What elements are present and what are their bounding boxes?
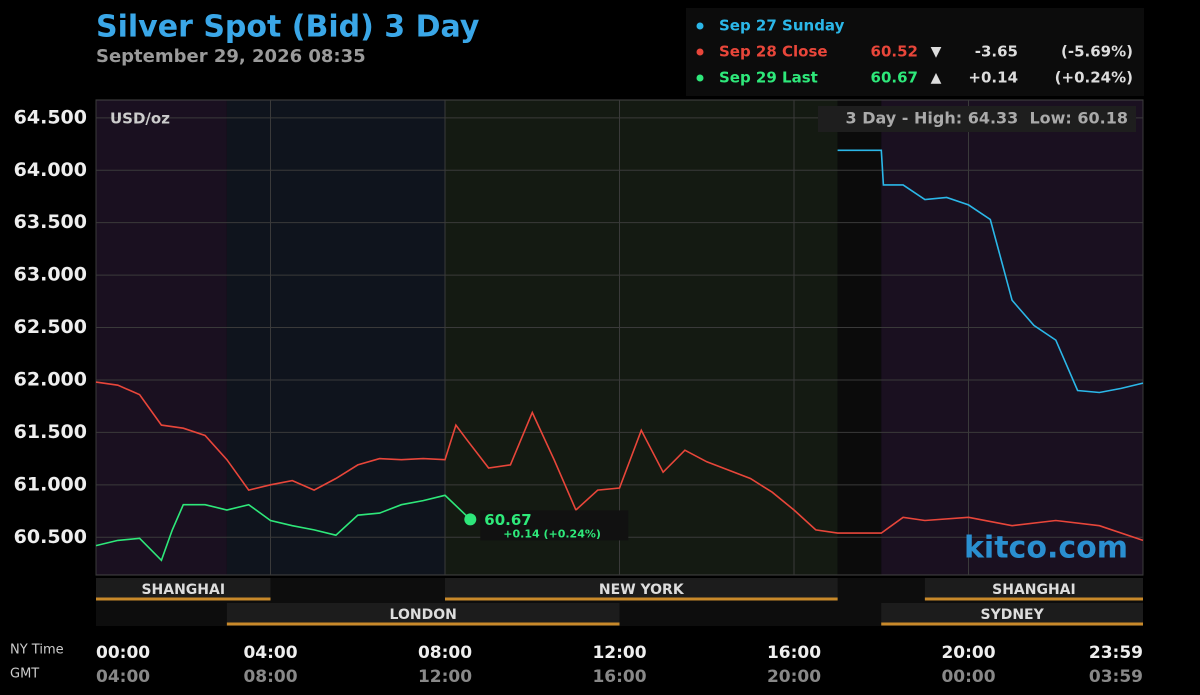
series-line [837,149,1144,394]
chart-subtitle: September 29, 2026 08:35 [96,46,366,67]
legend-box [686,8,1144,96]
y-tick-label: 63.500 [14,211,87,233]
series-line [95,494,471,562]
x2-tick-label: 00:00 [941,667,995,687]
x2-tick-label: 12:00 [418,667,472,687]
legend-change-pct: (+0.24%) [1055,69,1133,87]
y-tick-label: 64.500 [14,106,87,128]
legend-marker [696,74,704,82]
x2-tick-label: 16:00 [592,667,646,687]
series-line [95,381,1144,542]
session-bar [226,603,620,625]
y-tick-label: 62.000 [14,368,87,390]
session-bar [881,603,1143,625]
legend-quote: 60.67 [871,69,918,87]
session-label: NEW YORK [599,582,685,598]
x2-axis-label: GMT [10,667,39,682]
y-tick-label: 61.500 [14,421,87,443]
y-tick-label: 64.000 [14,159,87,181]
x-tick-label: 04:00 [243,643,297,663]
session-bar [96,578,271,600]
legend-change: -3.65 [975,43,1018,61]
x2-tick-label: 08:00 [243,667,297,687]
session-label: SHANGHAI [141,582,225,598]
last-label-box [480,510,629,541]
x-tick-label: 16:00 [767,643,821,663]
y-tick-label: 63.000 [14,264,87,286]
unit-label: USD/oz [110,110,170,128]
session-band [96,100,227,575]
x-tick-label: 08:00 [418,643,472,663]
session-band [226,100,445,575]
session-bar [445,578,838,600]
x-tick-label: 20:00 [941,643,995,663]
legend-arrow: ▼ [931,44,942,60]
range-note-box [818,106,1136,132]
watermark: kitco.com [964,531,1128,566]
y-tick-label: 61.000 [14,473,87,495]
session-label: LONDON [390,607,457,623]
session-bar [924,578,1143,600]
chart-title: Silver Spot (Bid) 3 Day [96,10,480,45]
legend-arrow: ▲ [931,70,942,86]
legend-marker [696,48,704,56]
x2-tick-label: 20:00 [767,667,821,687]
session-label: SYDNEY [980,607,1044,623]
session-band [837,100,882,575]
x-tick-label: 12:00 [592,643,646,663]
legend-label: Sep 29 Last [719,69,818,87]
legend-change: +0.14 [968,69,1018,87]
x2-tick-label: 04:00 [96,667,150,687]
session-band [445,100,838,575]
plot-area: 60.67+0.14 (+0.24%) [95,99,1144,576]
x-tick-label: 23:59 [1089,643,1143,663]
legend-label: Sep 27 Sunday [719,17,845,35]
session-label: SHANGHAI [992,582,1076,598]
legend-marker [696,22,704,30]
legend-label: Sep 28 Close [719,43,828,61]
y-tick-label: 60.500 [14,526,87,548]
legend-change-pct: (-5.69%) [1061,43,1133,61]
session-band [881,100,1143,575]
last-point [464,513,477,526]
x2-tick-label: 03:59 [1089,667,1143,687]
x-tick-label: 00:00 [96,643,150,663]
legend-quote: 60.52 [871,43,918,61]
x-axis-label: NY Time [10,643,64,658]
range-note: 3 Day - High: 64.33 Low: 60.18 [846,109,1128,128]
y-tick-label: 62.500 [14,316,87,338]
last-change: +0.14 (+0.24%) [503,527,601,540]
last-label: 60.67 [484,511,531,529]
